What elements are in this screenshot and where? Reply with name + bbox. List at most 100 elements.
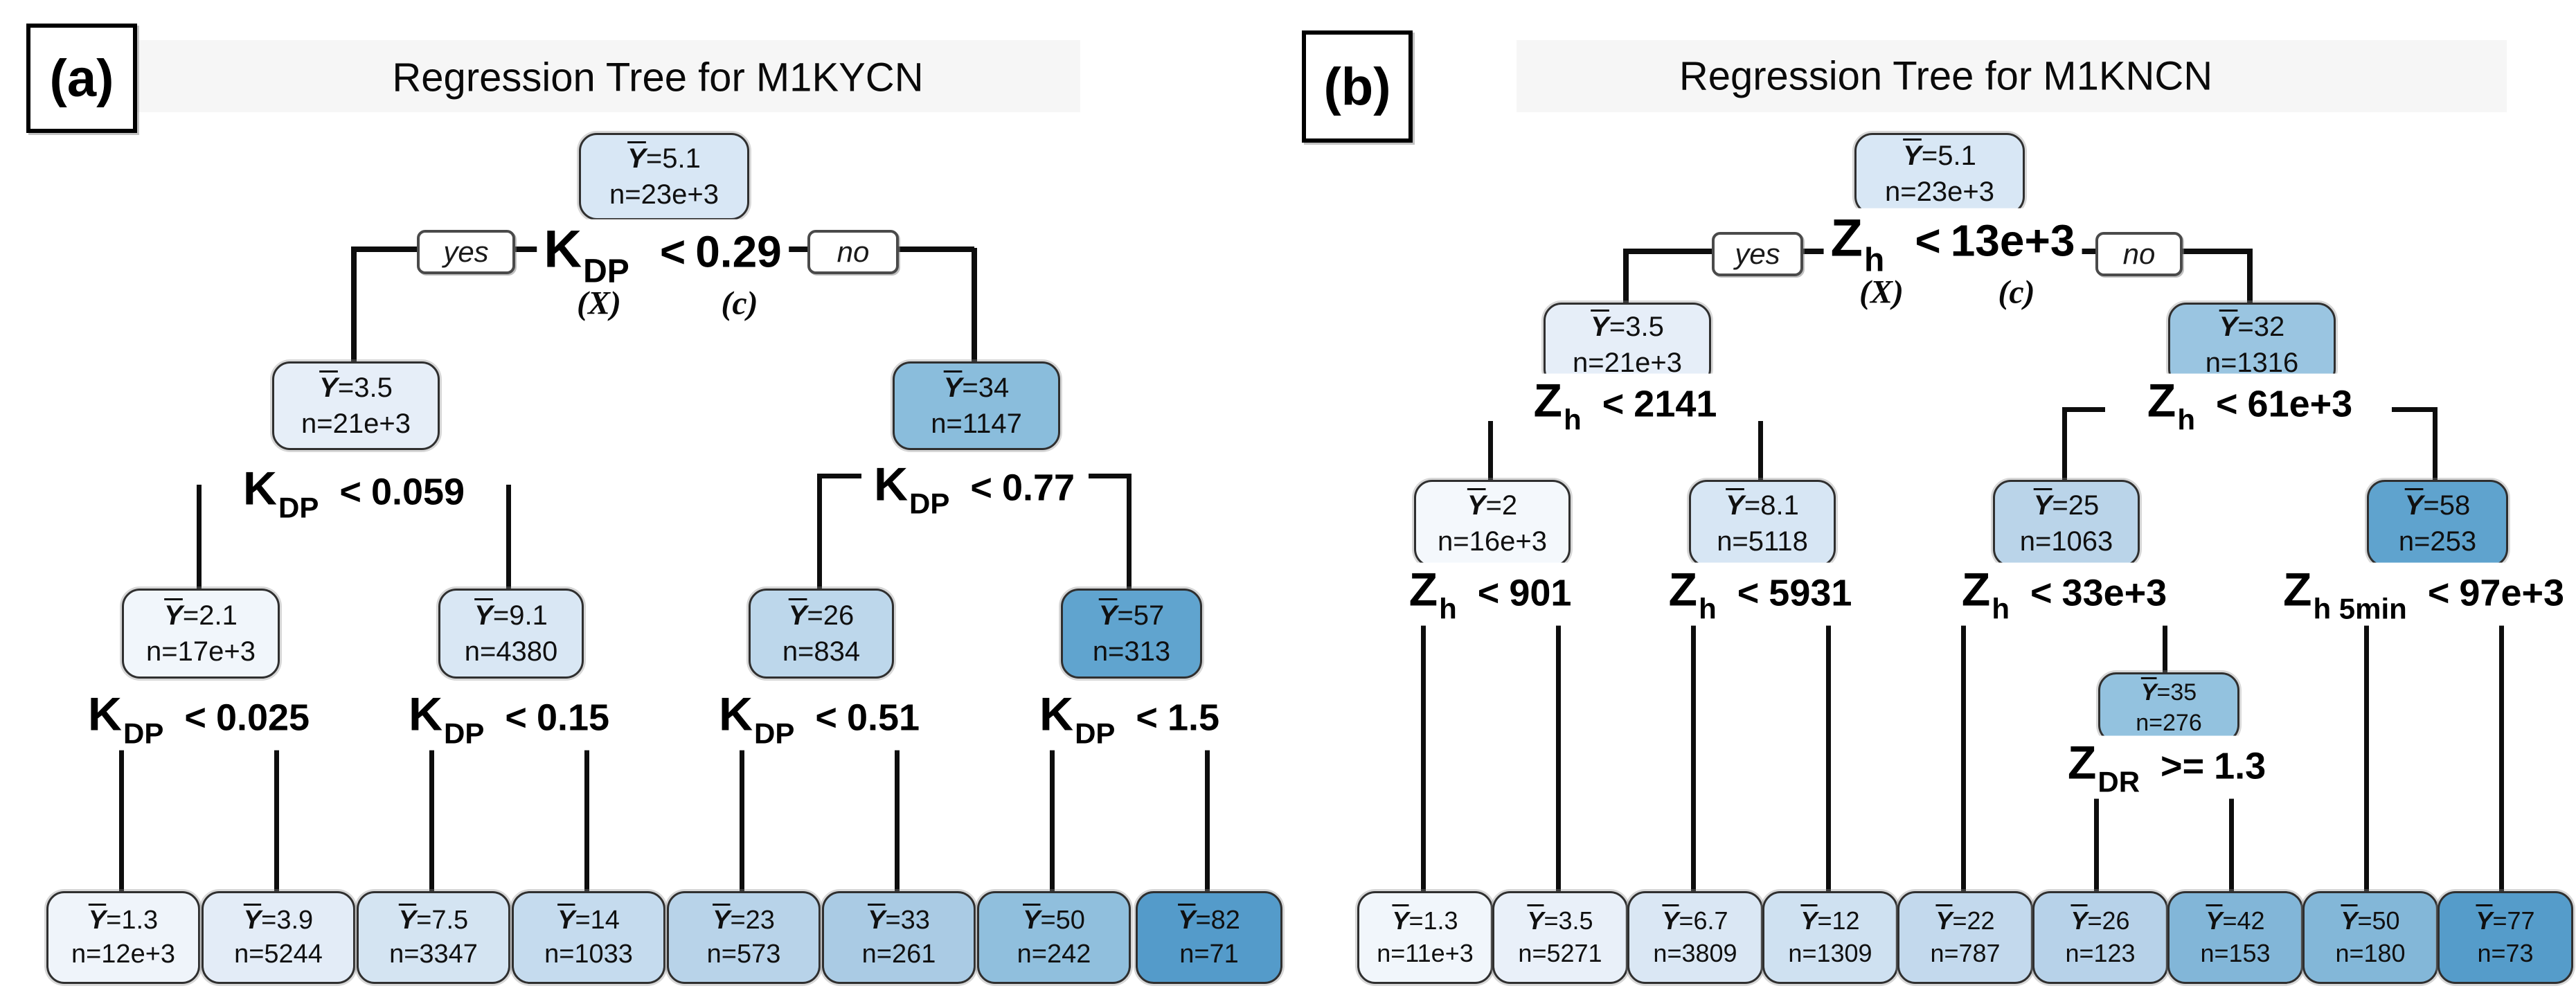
node-count-line: n=73 xyxy=(2477,938,2533,970)
count-prefix: n= xyxy=(1788,939,1817,967)
split-subscript: DR xyxy=(2098,765,2140,798)
tree-node-L2: Y=3.9 n=5244 xyxy=(202,891,355,984)
count-value: 1063 xyxy=(2051,526,2113,557)
split-label-slr: KDP <0.15 xyxy=(401,687,617,751)
mean-value: 8.1 xyxy=(1760,490,1799,521)
tree-node-n21: Y=2.1 n=17e+3 xyxy=(122,589,280,679)
branch-line xyxy=(896,246,974,252)
split-condition: >= 1.3 xyxy=(2161,746,2266,787)
node-mean-line: Y=32 xyxy=(2219,309,2285,345)
ybar-symbol: Y xyxy=(1662,906,1679,935)
equals-sign: = xyxy=(1609,312,1626,342)
node-count-line: n=834 xyxy=(782,634,860,670)
threshold-annotation: (c) xyxy=(721,285,758,322)
ybar-symbol: Y xyxy=(1935,906,1953,935)
equals-sign: = xyxy=(962,373,978,403)
count-prefix: n= xyxy=(1377,939,1406,967)
mean-value: 3.5 xyxy=(1558,906,1593,935)
tree-node-L4: Y=14 n=1033 xyxy=(512,891,665,984)
node-mean-line: Y=82 xyxy=(1178,904,1240,938)
tree-node-n35: Y=3.5 n=21e+3 xyxy=(272,361,440,450)
count-value: 4380 xyxy=(496,636,558,667)
split-subscript: h xyxy=(1863,242,1885,279)
branch-line xyxy=(584,742,589,894)
branch-line xyxy=(351,248,357,364)
mean-value: 42 xyxy=(2237,906,2265,935)
equals-sign: = xyxy=(106,905,122,935)
branch-line xyxy=(817,474,861,478)
mean-value: 6.7 xyxy=(1693,906,1728,935)
split-threshold: 61e+3 xyxy=(2247,383,2353,425)
ybar-symbol: Y xyxy=(1527,906,1544,935)
mean-value: 58 xyxy=(2439,490,2471,521)
equals-sign: = xyxy=(1195,905,1211,935)
split-threshold: 0.77 xyxy=(1001,467,1075,509)
split-variable: K xyxy=(873,458,909,511)
node-count-line: n=123 xyxy=(2065,938,2135,970)
mean-value: 22 xyxy=(1967,906,1995,935)
split-threshold: 0.29 xyxy=(695,226,782,277)
split-label-szdr: ZDR >= 1.3 xyxy=(2060,735,2273,799)
equals-sign: = xyxy=(2423,490,2440,521)
tree-node-L8: Y=50 n=180 xyxy=(2302,891,2438,984)
split-label-sll: KDP <0.025 xyxy=(80,687,317,751)
branch-line xyxy=(817,474,822,591)
count-value: 1033 xyxy=(574,940,633,969)
count-value: 3347 xyxy=(419,940,478,969)
split-threshold: 0.51 xyxy=(846,697,920,739)
tree-node-n58: Y=58 n=253 xyxy=(2367,480,2508,567)
split-subscript: h xyxy=(2177,403,2195,436)
node-count-line: n=1309 xyxy=(1788,938,1872,970)
tree-node-L4: Y=12 n=1309 xyxy=(1762,891,1898,984)
node-mean-line: Y=26 xyxy=(2070,905,2129,938)
ybar-symbol: Y xyxy=(1903,141,1922,171)
node-count-line: n=153 xyxy=(2200,938,2270,970)
count-prefix: n= xyxy=(2019,526,2052,557)
count-value: 3809 xyxy=(1681,939,1737,967)
equals-sign: = xyxy=(2357,906,2372,935)
count-value: 261 xyxy=(891,940,936,969)
node-count-line: n=5244 xyxy=(234,938,323,971)
branch-line xyxy=(514,246,542,252)
tree-node-root: Y=5.1 n=23e+3 xyxy=(579,133,749,220)
split-operator: < xyxy=(1915,215,1941,266)
node-count-line: n=5118 xyxy=(1717,523,1808,559)
mean-value: 35 xyxy=(2170,679,2197,706)
split-label-srr: Zh 5min <97e+3 xyxy=(2275,562,2572,626)
branch-line xyxy=(1691,618,1696,893)
mean-value: 50 xyxy=(2372,906,2400,935)
equals-sign: = xyxy=(1040,905,1056,935)
tree-node-n35b: Y=3.5 n=21e+3 xyxy=(1544,303,1711,387)
mean-value: 12 xyxy=(1832,906,1860,935)
count-prefix: n= xyxy=(2477,939,2506,967)
split-condition: <0.77 xyxy=(970,467,1075,509)
ybar-symbol: Y xyxy=(943,373,963,403)
split-operator: < xyxy=(970,467,992,509)
branch-line xyxy=(1421,618,1426,893)
node-count-line: n=313 xyxy=(1093,634,1170,670)
mean-value: 14 xyxy=(590,905,620,935)
branch-line xyxy=(2499,618,2504,893)
node-mean-line: Y=77 xyxy=(2476,905,2534,938)
node-mean-line: Y=3.5 xyxy=(1527,905,1593,938)
equals-sign: = xyxy=(2492,906,2507,935)
equals-sign: = xyxy=(337,373,355,403)
count-prefix: n= xyxy=(861,940,892,969)
split-label-sr: KDP <0.77 xyxy=(866,457,1082,521)
split-operator: < xyxy=(1602,383,1625,425)
ybar-symbol: Y xyxy=(2206,906,2223,935)
branch-line xyxy=(119,742,124,894)
equals-sign: = xyxy=(2087,906,2102,935)
predictor-annotation: (X) xyxy=(1859,274,1904,311)
node-count-line: n=1147 xyxy=(931,406,1022,442)
node-count-line: n=23e+3 xyxy=(1885,174,1994,210)
split-label-sl: Zh <2141 xyxy=(1526,373,1724,437)
ybar-symbol: Y xyxy=(1591,312,1609,342)
equals-sign: = xyxy=(492,600,510,631)
split-label-srl: KDP <0.51 xyxy=(711,687,927,751)
split-threshold: 1.5 xyxy=(1167,697,1220,739)
split-operator: < xyxy=(184,697,206,739)
split-operator: < xyxy=(2215,383,2238,425)
panel-label: (a) xyxy=(26,24,137,133)
ybar-symbol: Y xyxy=(164,600,183,631)
